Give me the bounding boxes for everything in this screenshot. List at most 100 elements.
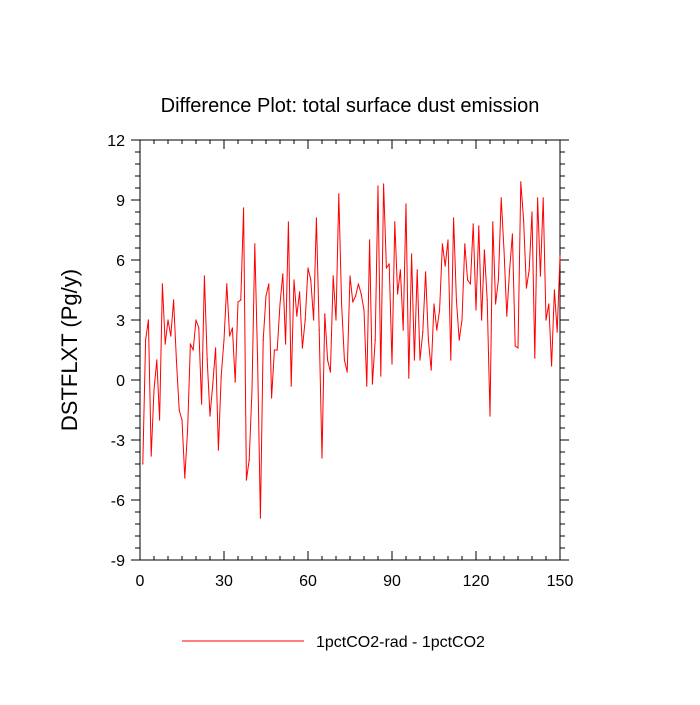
series-line-0	[142, 181, 561, 519]
data-point	[349, 275, 351, 277]
data-point	[265, 295, 267, 297]
data-point	[486, 299, 488, 301]
data-point	[217, 449, 219, 451]
data-point	[332, 275, 334, 277]
data-point	[195, 319, 197, 321]
data-point	[481, 319, 483, 321]
data-point	[472, 223, 474, 225]
data-point	[229, 335, 231, 337]
legend-label: 1pctCO2-rad - 1pctCO2	[316, 634, 485, 651]
data-point	[422, 331, 424, 333]
data-point	[441, 243, 443, 245]
data-point	[551, 365, 553, 367]
data-point	[315, 217, 317, 219]
data-point	[161, 283, 163, 285]
data-point	[517, 347, 519, 349]
data-point	[142, 463, 144, 465]
series-points-0	[142, 181, 561, 519]
data-point	[419, 359, 421, 361]
data-point	[385, 267, 387, 269]
data-point	[514, 345, 516, 347]
y-axis: -9 -6 -3 0 3 6 9 12	[107, 133, 569, 570]
data-point	[170, 335, 172, 337]
data-point	[335, 319, 337, 321]
x-tick-label: 90	[383, 573, 401, 590]
data-point	[209, 415, 211, 417]
data-point	[338, 193, 340, 195]
data-point	[464, 243, 466, 245]
data-point	[425, 271, 427, 273]
data-point	[198, 327, 200, 329]
data-point	[495, 303, 497, 305]
data-point	[251, 389, 253, 391]
data-point	[483, 249, 485, 251]
data-point	[276, 349, 278, 351]
data-point	[427, 339, 429, 341]
data-point	[444, 265, 446, 267]
data-point	[388, 263, 390, 265]
data-point	[223, 339, 225, 341]
data-point	[503, 249, 505, 251]
data-point	[343, 359, 345, 361]
data-point	[175, 359, 177, 361]
data-point	[187, 429, 189, 431]
data-point	[528, 269, 530, 271]
data-point	[377, 185, 379, 187]
data-point	[245, 479, 247, 481]
data-point	[310, 279, 312, 281]
data-point	[290, 385, 292, 387]
data-point	[416, 269, 418, 271]
data-point	[192, 349, 194, 351]
data-point	[366, 385, 368, 387]
y-tick-label: -3	[111, 433, 125, 450]
data-point	[279, 303, 281, 305]
data-point	[355, 295, 357, 297]
data-point	[402, 329, 404, 331]
data-point	[511, 233, 513, 235]
chart-title: Difference Plot: total surface dust emis…	[161, 95, 540, 117]
data-point	[220, 375, 222, 377]
y-tick-label: -9	[111, 553, 125, 570]
data-point	[321, 457, 323, 459]
data-point	[243, 207, 245, 209]
data-point	[167, 319, 169, 321]
data-point	[478, 225, 480, 227]
data-point	[542, 197, 544, 199]
data-point	[497, 279, 499, 281]
data-point	[397, 293, 399, 295]
data-point	[259, 517, 261, 519]
data-point	[531, 211, 533, 213]
data-point	[206, 359, 208, 361]
data-point	[156, 359, 158, 361]
data-point	[296, 315, 298, 317]
data-point	[285, 343, 287, 345]
data-point	[150, 455, 152, 457]
y-tick-label: 6	[116, 253, 125, 270]
data-point	[178, 409, 180, 411]
y-tick-label: -6	[111, 493, 125, 510]
x-axis: 0 30 60 90 120 150	[136, 140, 574, 590]
data-point	[475, 309, 477, 311]
data-point	[147, 319, 149, 321]
data-point	[439, 309, 441, 311]
data-point	[520, 181, 522, 183]
data-point	[371, 383, 373, 385]
data-point	[523, 219, 525, 221]
data-point	[203, 275, 205, 277]
data-point	[237, 301, 239, 303]
legend: 1pctCO2-rad - 1pctCO2	[182, 634, 485, 651]
data-point	[159, 419, 161, 421]
data-point	[282, 273, 284, 275]
data-point	[293, 279, 295, 281]
data-point	[173, 299, 175, 301]
data-point	[299, 291, 301, 293]
y-tick-label: 12	[107, 133, 125, 150]
x-tick-label: 150	[547, 573, 574, 590]
data-point	[341, 303, 343, 305]
data-point	[271, 397, 273, 399]
data-point	[391, 363, 393, 365]
data-point	[248, 459, 250, 461]
data-point	[184, 477, 186, 479]
data-point	[273, 349, 275, 351]
